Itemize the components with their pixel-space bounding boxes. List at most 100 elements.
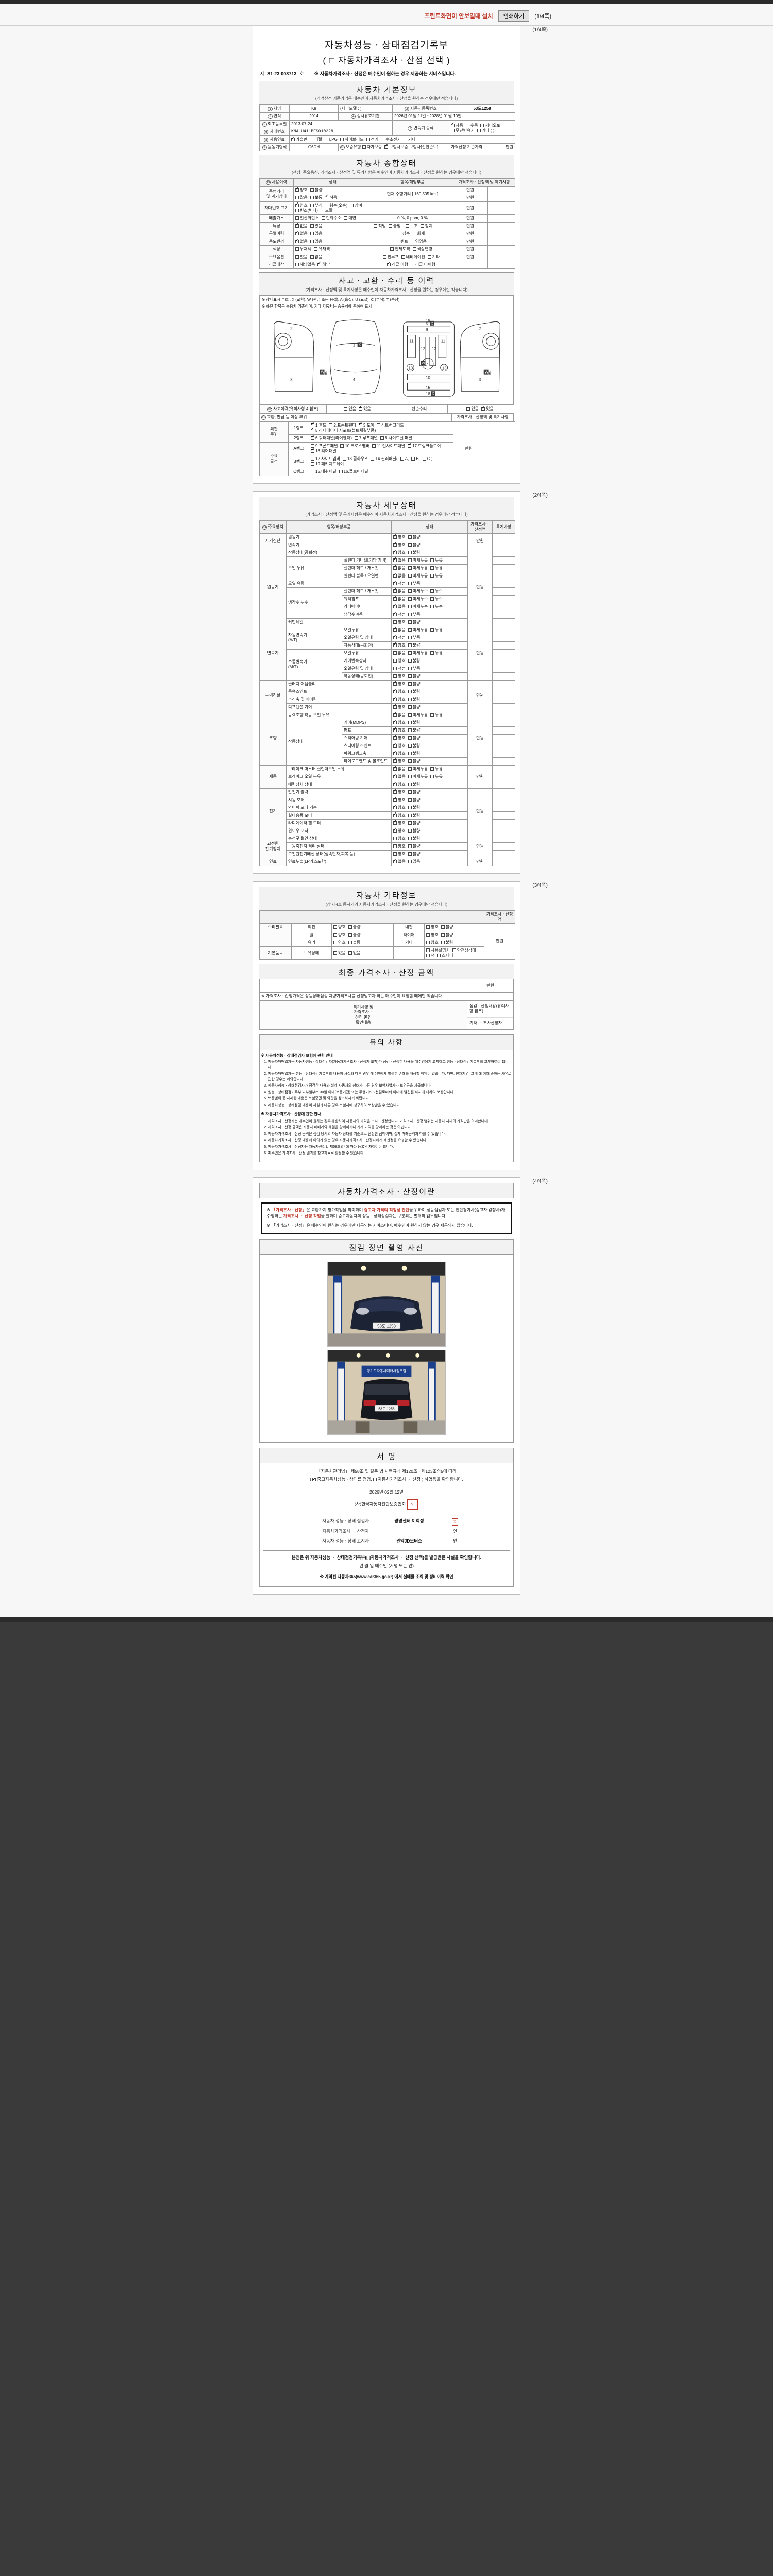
dt40-1[interactable]: 미세누유 bbox=[408, 713, 428, 718]
dt11-0[interactable]: 없음 bbox=[393, 556, 406, 563]
dt72-0[interactable]: 양호 bbox=[393, 852, 406, 857]
checkbox[interactable] bbox=[408, 743, 412, 748]
checkbox[interactable] bbox=[430, 589, 434, 593]
checkbox[interactable] bbox=[426, 940, 430, 944]
dt01-0[interactable]: 양호 bbox=[393, 541, 406, 548]
checkbox[interactable] bbox=[393, 549, 397, 554]
dt63-0[interactable]: 양호 bbox=[393, 811, 406, 818]
o1s1-1[interactable]: 부식 bbox=[310, 203, 322, 208]
checkbox[interactable] bbox=[393, 595, 397, 601]
row-item-7[interactable]: 썬루프 네비게이션 기타 bbox=[372, 253, 453, 261]
detail-state-5-2[interactable]: 양호 불량 bbox=[391, 780, 468, 789]
o5it-1[interactable]: 영업용 bbox=[410, 239, 427, 244]
trans-2[interactable]: 세미오토 bbox=[480, 123, 500, 128]
o1s1-3[interactable]: 상이 bbox=[350, 203, 362, 208]
o2s1-1[interactable]: 탄화수소 bbox=[321, 216, 341, 221]
dt46-0[interactable]: 양호 bbox=[393, 757, 406, 764]
checkbox[interactable] bbox=[314, 247, 318, 251]
checkbox[interactable] bbox=[321, 216, 325, 220]
checkbox[interactable] bbox=[430, 573, 434, 578]
checkbox[interactable] bbox=[295, 186, 299, 192]
dt46-1[interactable]: 불량 bbox=[408, 759, 420, 764]
row-state-6[interactable]: 무채색 유채색 bbox=[293, 245, 372, 253]
dt00-0[interactable]: 양호 bbox=[393, 533, 406, 540]
checkbox[interactable] bbox=[403, 138, 407, 141]
et20-0[interactable]: 양호 bbox=[333, 940, 346, 945]
dt30-0[interactable]: 양호 bbox=[393, 680, 406, 687]
dt52-1[interactable]: 불량 bbox=[408, 782, 420, 787]
simple-repair-options[interactable]: 없음 있음 bbox=[447, 404, 515, 413]
checkbox[interactable] bbox=[408, 705, 412, 709]
parts-items-0-1[interactable]: 6.쿼터패널(리어휀더) 7.루프패널 8.사이드실 패널 bbox=[309, 434, 453, 443]
detail-state-1-7[interactable]: 없음 미세누수 누수 bbox=[391, 602, 468, 611]
checkbox[interactable] bbox=[310, 255, 314, 259]
checkbox[interactable] bbox=[393, 680, 397, 686]
checkbox[interactable] bbox=[408, 666, 412, 670]
checkbox[interactable] bbox=[393, 781, 397, 786]
checkbox[interactable] bbox=[408, 589, 412, 593]
etc-cellopts-3-1[interactable]: 사용설명서 안전삼각대잭 스패너 bbox=[424, 946, 485, 960]
checkbox[interactable] bbox=[393, 788, 397, 794]
dt21-0[interactable]: 적정 bbox=[393, 634, 406, 640]
et11-1[interactable]: 불량 bbox=[441, 933, 453, 938]
checkbox[interactable] bbox=[390, 247, 394, 251]
o5s1-1[interactable]: 있음 bbox=[310, 239, 322, 244]
checkbox[interactable] bbox=[393, 674, 397, 678]
dt32-0[interactable]: 양호 bbox=[393, 696, 406, 702]
fuel-0[interactable]: 가솔린 bbox=[291, 135, 307, 142]
parts-items-1-2[interactable]: 15.대쉬패널 16.플로어패널 bbox=[309, 467, 453, 476]
o4s1-1[interactable]: 있음 bbox=[310, 231, 322, 236]
checkbox[interactable] bbox=[422, 456, 426, 461]
price-checkbox[interactable] bbox=[373, 1478, 377, 1482]
et01-0[interactable]: 양호 bbox=[426, 925, 439, 930]
dt64-1[interactable]: 불량 bbox=[408, 821, 420, 826]
o6s1-1[interactable]: 유채색 bbox=[314, 247, 330, 252]
o8it-1[interactable]: 리콜 미이행 bbox=[410, 262, 435, 267]
checkbox[interactable] bbox=[311, 462, 314, 466]
row-state-7[interactable]: 있음 없음 bbox=[293, 253, 372, 261]
detail-state-1-2[interactable]: 없음 미세누유 누유 bbox=[391, 564, 468, 572]
dt01-1[interactable]: 불량 bbox=[408, 543, 420, 548]
checkbox[interactable] bbox=[393, 711, 397, 717]
checkbox[interactable] bbox=[408, 813, 412, 817]
et01-1[interactable]: 불량 bbox=[441, 925, 453, 930]
checkbox[interactable] bbox=[359, 405, 362, 411]
checkbox[interactable] bbox=[340, 444, 344, 448]
row-state-8[interactable]: 해당없음 해당 bbox=[293, 261, 372, 269]
et30-1[interactable]: 없음 bbox=[348, 951, 360, 956]
checkbox[interactable] bbox=[393, 696, 397, 701]
dt26-1[interactable]: 불량 bbox=[408, 674, 420, 679]
checkbox[interactable] bbox=[344, 216, 348, 220]
o7it-2[interactable]: 기타 bbox=[427, 255, 440, 260]
et10-0[interactable]: 양호 bbox=[333, 933, 346, 938]
checkbox[interactable] bbox=[408, 543, 412, 547]
checkbox[interactable] bbox=[408, 836, 412, 840]
checkbox[interactable] bbox=[393, 651, 397, 655]
checkbox[interactable] bbox=[393, 773, 397, 778]
detail-state-6-1[interactable]: 양호 불량 bbox=[391, 795, 468, 804]
dt80-1[interactable]: 있음 bbox=[408, 859, 420, 865]
checkbox[interactable] bbox=[358, 421, 362, 427]
dt11-2[interactable]: 누유 bbox=[430, 558, 443, 563]
pt01-0[interactable]: 6.쿼터패널(리어휀더) bbox=[311, 434, 352, 441]
et31-3[interactable]: 스패너 bbox=[437, 953, 453, 958]
price-survey-checkbox[interactable]: □ bbox=[329, 56, 335, 65]
o7s1-0[interactable]: 있음 bbox=[295, 255, 308, 260]
row-item-1[interactable] bbox=[372, 201, 453, 215]
o3s2-0[interactable]: 적법 bbox=[374, 224, 386, 229]
checkbox[interactable] bbox=[333, 925, 337, 929]
dt61-0[interactable]: 양호 bbox=[393, 796, 406, 803]
checkbox[interactable] bbox=[408, 767, 412, 771]
dt13-0[interactable]: 없음 bbox=[393, 572, 406, 579]
checkbox[interactable] bbox=[329, 423, 333, 427]
dt32-1[interactable]: 불량 bbox=[408, 697, 420, 702]
checkbox[interactable] bbox=[393, 703, 397, 709]
et20-1[interactable]: 불량 bbox=[348, 940, 360, 945]
detail-state-2-2[interactable]: 양호 불량 bbox=[391, 641, 468, 650]
checkbox[interactable] bbox=[393, 587, 397, 593]
checkbox[interactable] bbox=[311, 427, 314, 432]
checkbox[interactable] bbox=[400, 456, 404, 461]
detail-state-5-1[interactable]: 없음 미세누유 누유 bbox=[391, 772, 468, 781]
dt70-1[interactable]: 불량 bbox=[408, 836, 420, 841]
checkbox[interactable] bbox=[441, 925, 445, 929]
